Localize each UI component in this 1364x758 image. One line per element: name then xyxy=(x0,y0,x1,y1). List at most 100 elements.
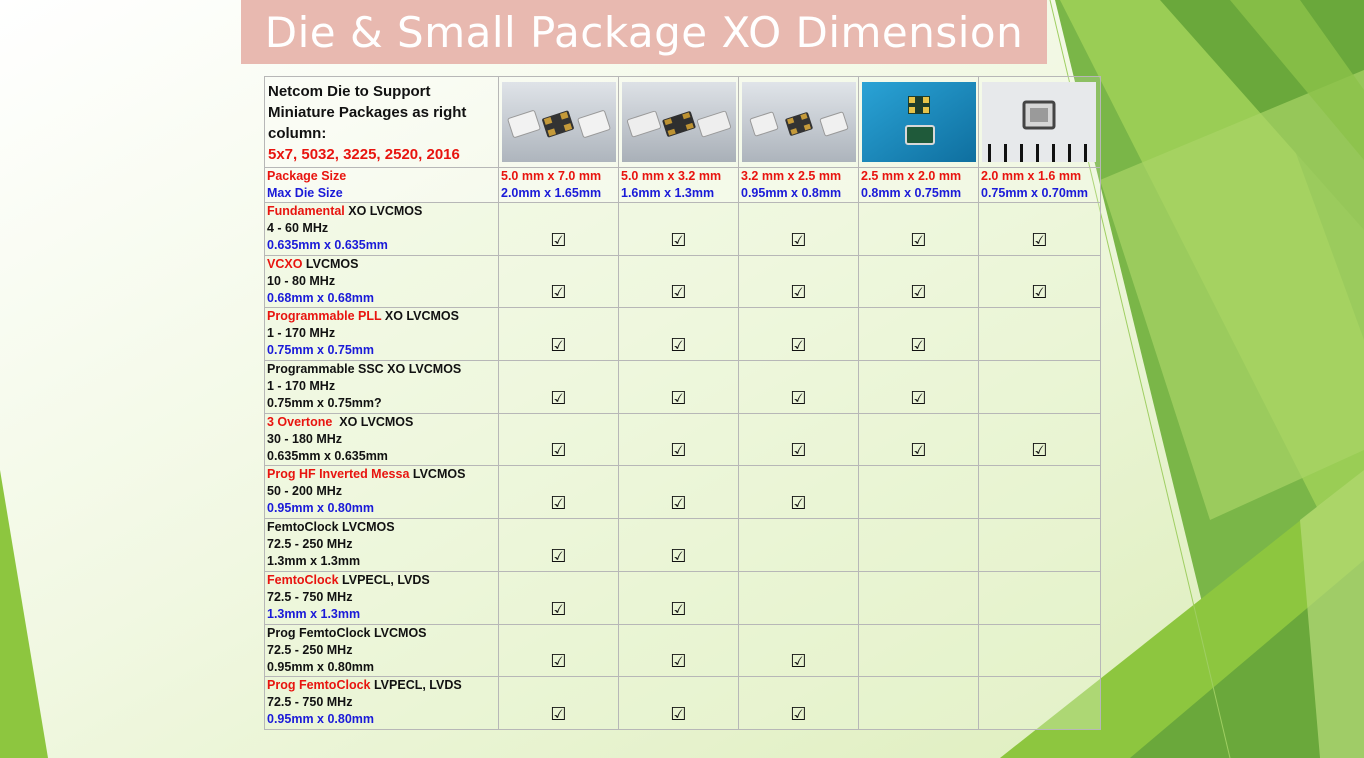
product-cell: VCXO LVCMOS 10 - 80 MHz 0.68mm x 0.68mm xyxy=(264,254,499,309)
checkbox-checked-icon: ☑ xyxy=(670,229,687,251)
support-cell: ☑ xyxy=(858,202,979,256)
intro-line: column: xyxy=(268,125,327,142)
support-cell: ☑ xyxy=(858,360,979,414)
checkbox-checked-icon: ☑ xyxy=(670,282,687,304)
checkbox-checked-icon: ☑ xyxy=(790,335,807,357)
checkbox-checked-icon: ☑ xyxy=(550,598,567,620)
support-cell: ☑ xyxy=(498,307,619,362)
support-cell xyxy=(978,676,1101,730)
checkbox-checked-icon: ☑ xyxy=(550,545,567,567)
product-name-highlight: VCXO xyxy=(267,256,303,271)
checkbox-checked-icon: ☑ xyxy=(670,440,687,462)
checkbox-checked-icon: ☑ xyxy=(910,335,927,357)
package-image-cell xyxy=(498,76,619,168)
checkbox-checked-icon: ☑ xyxy=(550,229,567,251)
checkbox-checked-icon: ☑ xyxy=(910,282,927,304)
frequency-range: 30 - 180 MHz xyxy=(267,431,343,446)
product-name-highlight: 3 Overtone xyxy=(267,414,333,429)
checkbox-checked-icon: ☑ xyxy=(670,703,687,725)
max-die-size-value: 0.75mm x 0.70mm xyxy=(981,186,1089,200)
frequency-range: 72.5 - 750 MHz xyxy=(267,695,353,710)
product-name-rest: XO LVCMOS xyxy=(332,414,414,429)
support-cell: ☑ xyxy=(738,623,859,678)
package-size-value: 3.2 mm x 2.5 mm xyxy=(741,169,842,183)
checkbox-checked-icon: ☑ xyxy=(1031,282,1048,304)
checkbox-checked-icon: ☑ xyxy=(670,545,687,567)
package-size-value: 5.0 mm x 7.0 mm xyxy=(501,169,602,183)
package-image-cell xyxy=(618,76,739,168)
product-name-rest: LVCMOS xyxy=(409,467,466,482)
support-cell xyxy=(858,518,979,572)
max-die-size-value: 2.0mm x 1.65mm xyxy=(501,186,602,200)
checkbox-checked-icon: ☑ xyxy=(790,440,807,462)
checkbox-checked-icon: ☑ xyxy=(790,282,807,304)
support-cell xyxy=(978,360,1101,414)
checkbox-checked-icon: ☑ xyxy=(790,387,807,409)
checkbox-checked-icon: ☑ xyxy=(790,703,807,725)
checkbox-checked-icon: ☑ xyxy=(670,335,687,357)
package-size-cell: 2.0 mm x 1.6 mm 0.75mm x 0.70mm xyxy=(978,167,1101,203)
table-row: Prog FemtoClock LVCMOS 72.5 - 250 MHz 0.95… xyxy=(264,623,1101,678)
die-size: 0.75mm x 0.75mm? xyxy=(267,396,382,411)
table-row: Prog FemtoClock LVPECL, LVDS 72.5 - 750 M… xyxy=(264,676,1101,730)
product-name: Programmable PLL XO LVCMOS xyxy=(267,308,496,325)
frequency-range: 10 - 80 MHz xyxy=(267,273,336,288)
package-size-cell: 2.5 mm x 2.0 mm 0.8mm x 0.75mm xyxy=(858,167,979,203)
frequency-range: 72.5 - 750 MHz xyxy=(267,589,353,604)
product-name: FemtoClock LVCMOS xyxy=(267,519,496,536)
product-name: Prog HF Inverted Messa LVCMOS xyxy=(267,466,496,483)
support-cell xyxy=(738,570,859,625)
product-name-highlight: Fundamental xyxy=(267,204,345,218)
checkbox-checked-icon: ☑ xyxy=(550,387,567,409)
page-title: Die & Small Package XO Dimension xyxy=(264,7,1024,57)
support-cell xyxy=(978,570,1101,625)
product-name: Prog FemtoClock LVCMOS xyxy=(267,625,496,642)
checkbox-checked-icon: ☑ xyxy=(550,651,567,673)
support-cell: ☑ xyxy=(498,518,619,572)
support-cell: ☑ xyxy=(618,307,739,362)
crystal-2520-photo xyxy=(862,82,976,162)
die-size: 0.635mm x 0.635mm xyxy=(267,448,388,463)
crystal-3225-photo xyxy=(742,82,856,162)
support-cell: ☑ xyxy=(498,465,619,520)
package-image-cell xyxy=(978,76,1101,168)
table-row: FemtoClock LVPECL, LVDS 72.5 - 750 MHz 1.3… xyxy=(264,570,1101,625)
intro-line: Miniature Packages as right xyxy=(268,104,467,121)
support-cell xyxy=(978,623,1101,678)
support-cell xyxy=(978,465,1101,520)
support-cell xyxy=(858,623,979,678)
checkbox-checked-icon: ☑ xyxy=(790,493,807,515)
support-cell: ☑ xyxy=(738,202,859,256)
support-cell: ☑ xyxy=(618,518,739,572)
table-row: Programmable PLL XO LVCMOS 1 - 170 MHz 0.7… xyxy=(264,307,1101,362)
support-cell: ☑ xyxy=(498,254,619,309)
die-size: 0.635mm x 0.635mm xyxy=(267,238,388,252)
support-cell: ☑ xyxy=(498,623,619,678)
checkbox-checked-icon: ☑ xyxy=(670,651,687,673)
product-name-highlight: Prog HF Inverted Messa xyxy=(267,467,410,482)
product-name-rest: Prog FemtoClock LVCMOS xyxy=(267,625,427,640)
package-size-value: 2.5 mm x 2.0 mm xyxy=(861,169,962,183)
package-size-cell: 5.0 mm x 7.0 mm 2.0mm x 1.65mm xyxy=(498,167,619,203)
table-row: FemtoClock LVCMOS 72.5 - 250 MHz 1.3mm x 1… xyxy=(264,518,1101,572)
product-cell: Programmable PLL XO LVCMOS 1 - 170 MHz 0.7… xyxy=(264,307,499,362)
product-name: Programmable SSC XO LVCMOS xyxy=(267,361,496,378)
support-cell: ☑ xyxy=(618,202,739,256)
support-cell: ☑ xyxy=(978,254,1101,309)
max-die-size-value: 0.95mm x 0.8mm xyxy=(741,186,842,200)
support-cell: ☑ xyxy=(738,360,859,414)
checkbox-checked-icon: ☑ xyxy=(670,598,687,620)
support-cell: ☑ xyxy=(498,676,619,730)
product-cell: Programmable SSC XO LVCMOS 1 - 170 MHz 0.7… xyxy=(264,360,499,414)
support-cell: ☑ xyxy=(978,202,1101,256)
die-size: 1.3mm x 1.3mm xyxy=(267,554,361,569)
support-cell xyxy=(858,676,979,730)
die-size: 0.95mm x 0.80mm xyxy=(267,659,375,674)
product-name: Fundamental XO LVCMOS xyxy=(267,203,496,220)
frequency-range: 1 - 170 MHz xyxy=(267,326,336,341)
intro-package-list: 5x7, 5032, 3225, 2520, 2016 xyxy=(268,146,460,163)
max-die-size-label: Max Die Size xyxy=(267,186,343,200)
checkbox-checked-icon: ☑ xyxy=(550,440,567,462)
product-cell: Prog FemtoClock LVPECL, LVDS 72.5 - 750 M… xyxy=(264,676,499,730)
checkbox-checked-icon: ☑ xyxy=(790,229,807,251)
